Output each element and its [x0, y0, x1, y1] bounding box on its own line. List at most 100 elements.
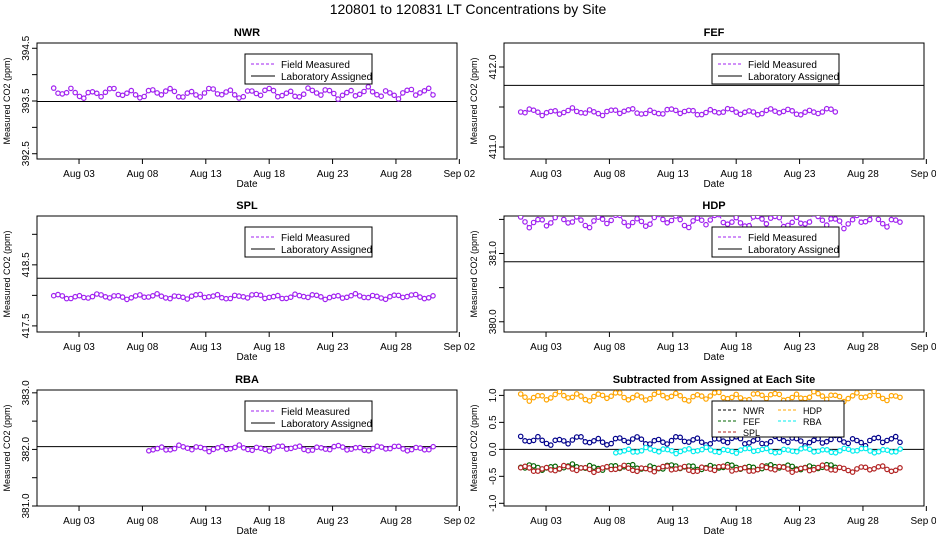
field-data-point: [339, 295, 346, 301]
field-data-point: [223, 446, 230, 453]
rba-data-point: [832, 449, 839, 456]
hdp-data-point: [897, 394, 903, 401]
nwr-data-point: [746, 440, 752, 446]
nwr-data-point: [547, 442, 554, 448]
field-data-point: [582, 110, 589, 116]
field-data-point: [819, 109, 826, 115]
spl-data-point: [767, 465, 774, 472]
field-data-point: [253, 444, 260, 451]
spl-data-point: [806, 467, 813, 474]
hdp-data-point: [586, 398, 593, 404]
spl-data-point: [535, 468, 541, 474]
spl-data-point: [573, 467, 580, 474]
field-data-point: [642, 223, 649, 230]
nwr-data-point: [681, 438, 688, 445]
panel-title: NWR: [234, 27, 260, 39]
nwr-data-point: [767, 438, 774, 445]
x-tick-label: Aug 28: [847, 169, 879, 180]
field-data-point: [374, 443, 381, 450]
field-data-point: [382, 296, 389, 303]
y-tick-label: 0.5: [488, 415, 499, 429]
x-tick-label: Aug 08: [594, 516, 626, 527]
x-tick-label: Aug 18: [253, 516, 285, 527]
field-data-point: [292, 291, 298, 298]
hdp-data-point: [811, 390, 817, 395]
field-data-point: [802, 109, 808, 116]
plot-frame: [36, 389, 458, 507]
hdp-data-point: [604, 395, 610, 402]
y-tick-label: 417.5: [21, 313, 32, 338]
field-data-point: [266, 294, 273, 301]
spl-data-point: [888, 468, 895, 475]
nwr-data-point: [616, 435, 623, 441]
fef-data-point: [629, 461, 636, 468]
spl-data-point: [651, 468, 658, 475]
spl-data-point: [629, 467, 636, 474]
field-data-point: [897, 219, 903, 225]
field-data-point: [305, 294, 311, 301]
legend-label-spl: SPL: [743, 428, 760, 438]
field-data-point: [98, 93, 104, 100]
y-tick-label: 381.0: [21, 493, 32, 518]
field-data-point: [313, 444, 320, 451]
spl-data-point: [616, 465, 623, 471]
field-data-point: [558, 216, 561, 217]
field-data-point: [832, 109, 839, 115]
field-data-point: [612, 107, 619, 114]
nwr-data-point: [698, 439, 705, 446]
field-data-point: [322, 446, 329, 452]
nwr-data-point: [539, 437, 546, 444]
field-data-point: [625, 107, 632, 113]
field-data-point: [875, 216, 882, 223]
nwr-data-point: [522, 437, 528, 444]
field-data-point: [522, 219, 528, 225]
field-data-point: [884, 224, 890, 230]
hdp-data-point: [729, 394, 735, 401]
hdp-data-point: [776, 391, 783, 398]
x-tick-label: Aug 08: [594, 169, 626, 180]
field-data-point: [629, 219, 636, 226]
x-axis-label: Date: [236, 526, 258, 537]
spl-data-point: [724, 464, 731, 470]
nwr-data-point: [595, 435, 602, 442]
spl-data-point: [772, 466, 778, 473]
legend-field-label: Field Measured: [281, 233, 350, 244]
plot-area: [504, 216, 924, 263]
field-data-point: [227, 445, 234, 452]
nwr-data-point: [608, 440, 615, 447]
rba-data-point: [651, 447, 658, 454]
field-data-point: [767, 106, 774, 112]
field-data-point: [318, 293, 324, 300]
x-tick-label: Aug 13: [657, 516, 689, 527]
spl-data-point: [733, 466, 740, 473]
nwr-data-point: [668, 437, 675, 444]
nwr-data-point: [884, 437, 890, 444]
field-data-point: [150, 87, 156, 93]
rba-data-point: [811, 449, 817, 455]
field-data-point: [425, 85, 432, 92]
x-axis-label: Date: [703, 526, 725, 537]
field-data-point: [806, 219, 813, 225]
field-data-point: [408, 292, 415, 298]
y-tick-label: -0.5: [488, 467, 499, 485]
panel-title: HDP: [702, 200, 725, 212]
field-data-point: [72, 89, 79, 96]
field-data-point: [387, 445, 393, 452]
spl-data-point: [634, 468, 640, 475]
nwr-data-point: [836, 436, 843, 443]
hdp-data-point: [522, 394, 528, 401]
legend-box: [711, 400, 845, 438]
spl-data-point: [681, 463, 688, 470]
field-data-point: [754, 216, 761, 220]
field-data-point: [862, 218, 869, 225]
field-data-point: [162, 88, 169, 94]
field-data-point: [616, 110, 623, 117]
field-data-point: [245, 446, 251, 453]
field-data-point: [694, 216, 701, 221]
field-data-point: [888, 216, 895, 223]
field-data-point: [370, 445, 376, 452]
rba-data-point: [828, 449, 835, 456]
spl-data-point: [875, 463, 882, 470]
field-data-point: [812, 216, 816, 217]
